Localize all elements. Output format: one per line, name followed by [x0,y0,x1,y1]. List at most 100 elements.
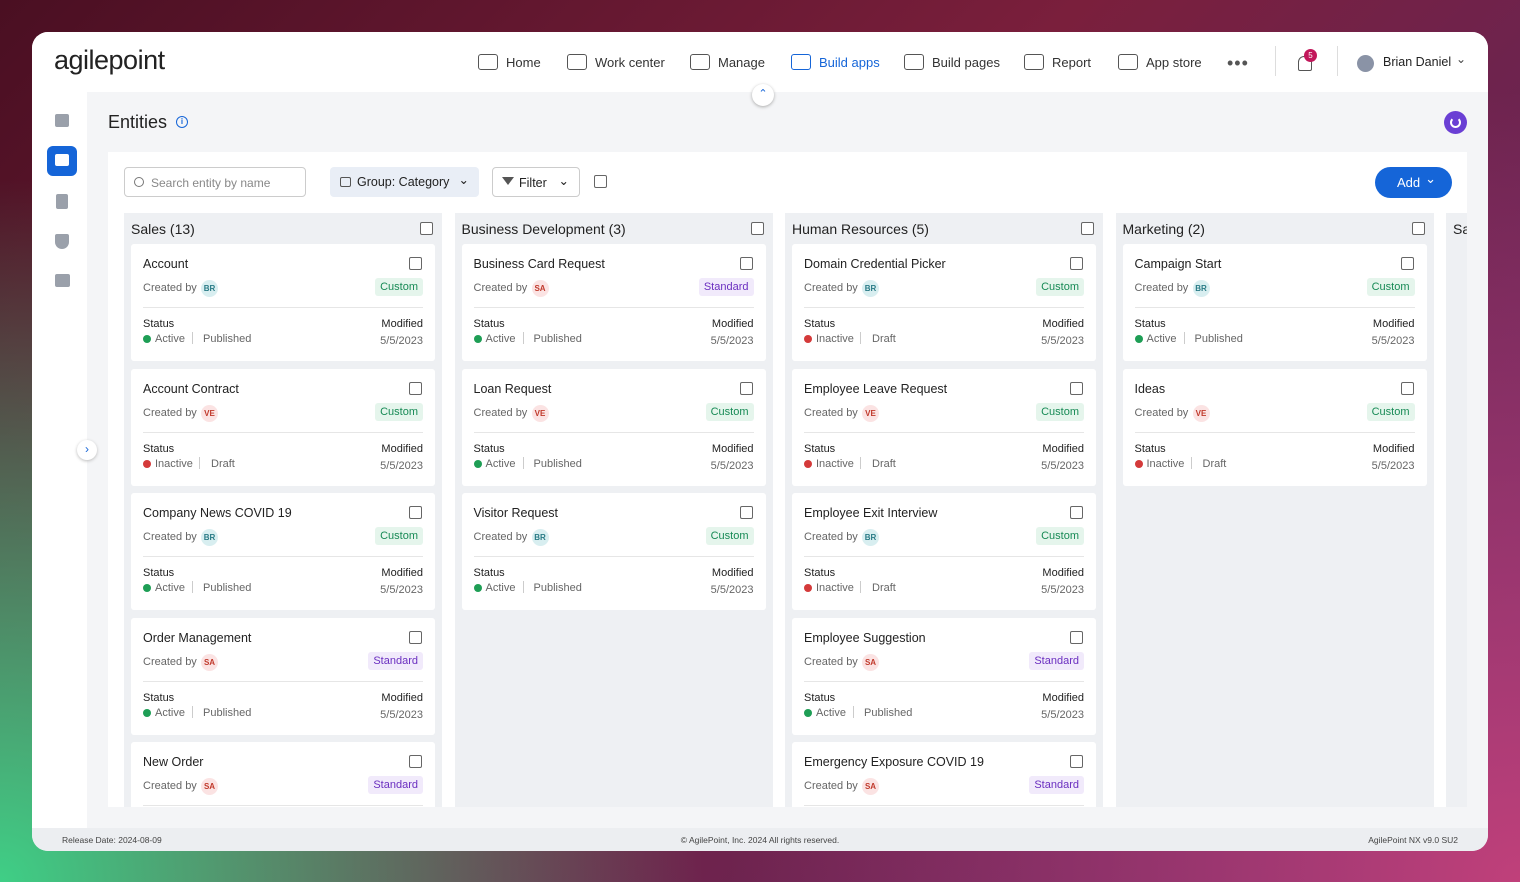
entity-card[interactable]: Account Contract Created by VE Custom Status… [131,368,435,486]
status-dot [804,708,812,717]
created-by-label: Created by [804,780,858,792]
entity-card[interactable]: Order Management Created by SA Standard Stat… [131,617,435,735]
card-checkbox[interactable] [1070,381,1083,395]
column: Sales (13) Account Created by BR Custom Statu… [124,213,442,807]
card-checkbox[interactable] [739,381,753,395]
card-checkbox[interactable] [739,506,753,519]
nav-security[interactable] [47,226,77,256]
publish-state: Draft [872,457,896,470]
entity-card[interactable]: Account Created by BR Custom Status Active Pub… [131,244,435,361]
nav-item[interactable]: Build pages [904,54,1000,70]
divider [522,456,524,469]
entity-card[interactable]: Domain Credential Picker Created by BR Cust… [792,244,1096,361]
entity-card[interactable]: New Order Created by SA Standard [131,742,435,807]
collapse-button[interactable]: ⌃ [752,84,774,106]
created-by-label: Created by [804,655,858,668]
expand-sidebar[interactable]: › [77,440,97,460]
column-checkbox[interactable] [1411,222,1425,235]
modified-label: Modified [381,318,423,330]
card-checkbox[interactable] [409,755,422,768]
modified-date: 5/5/2023 [380,708,423,721]
card-checkbox[interactable] [1070,630,1083,644]
entity-name: Business Card Request [473,257,605,271]
status-dot [473,459,482,468]
entity-card[interactable]: Loan Request Created by VE Custom Status Acti… [461,368,766,486]
nav-hierarchy[interactable] [47,266,77,296]
info-icon[interactable]: i [176,116,188,128]
created-by-label: Created by [143,406,197,419]
nav-label: Report [1052,54,1092,70]
release-date: Release Date: 2024-08-09 [62,835,162,845]
entity-card[interactable]: Visitor Request Created by BR Custom Status A… [461,493,766,610]
group-dropdown[interactable]: Group: Category ⌄ [330,167,479,197]
select-all-checkbox[interactable] [594,175,607,188]
card-checkbox[interactable] [409,257,422,270]
card-checkbox[interactable] [1400,257,1414,270]
card-checkbox[interactable] [1070,257,1083,270]
column-checkbox[interactable] [1081,222,1094,235]
separator [143,431,423,433]
entity-card[interactable]: Campaign Start Created by BR Custom Status Ac… [1122,244,1427,361]
status-dot [143,459,151,468]
modified-date: 5/5/2023 [380,335,423,347]
nav-icon [1024,54,1044,70]
card-checkbox[interactable] [739,257,753,270]
kind-badge: Custom [705,402,754,421]
entity-card[interactable]: Company News COVID 19 Created by BR Custom S… [131,493,435,610]
page-title: Entities [108,112,168,132]
nav-home[interactable] [47,106,77,136]
entity-name: Order Management [143,630,252,645]
kind-badge: Custom [705,527,754,545]
nav-item[interactable]: Work center [567,54,665,70]
status-label: Status [473,318,505,330]
modified-date: 5/5/2023 [1041,335,1084,347]
creator-avatar: BR [1192,280,1210,297]
entity-card[interactable]: Employee Exit Interview Created by BR Custo… [792,493,1096,610]
nav-item[interactable]: Home [478,54,541,70]
creator-avatar: BR [531,529,549,546]
nav-item[interactable]: Manage [690,54,765,70]
nav-apps[interactable] [47,146,77,176]
status-label: Status [804,442,836,455]
card-checkbox[interactable] [1070,755,1083,768]
user-caret[interactable]: ⌄ [1456,52,1467,66]
status-label: Status [143,691,175,704]
card-checkbox[interactable] [1070,506,1083,519]
column-checkbox[interactable] [750,222,764,235]
card-checkbox[interactable] [409,630,422,644]
separator [804,307,1084,308]
entity-card[interactable]: Emergency Exposure COVID 19 Created by SA S… [792,742,1096,807]
modified-date: 5/5/2023 [710,459,754,472]
column-checkbox[interactable] [420,222,433,235]
user-name[interactable]: Brian Daniel [1383,55,1452,69]
column-title: Sa [1453,221,1467,237]
notification-badge: 5 [1304,49,1317,62]
entity-card[interactable]: Employee Leave Request Created by VE Custom… [792,368,1096,486]
publish-state: Published [533,333,582,345]
entity-card[interactable]: Business Card Request Created by SA Standar… [461,244,766,361]
divider [192,705,193,718]
card-checkbox[interactable] [409,381,422,395]
entity-card[interactable]: Ideas Created by VE Custom Status Inactive Dra… [1122,368,1427,486]
add-button[interactable]: Add ⌄ [1375,167,1452,198]
nav-item[interactable]: App store [1118,54,1202,70]
modified-label: Modified [1042,567,1084,579]
entity-name: Visitor Request [473,506,559,520]
entity-card[interactable]: Employee Suggestion Created by SA Standard S… [792,617,1096,735]
status-text: Active [1146,333,1177,345]
publish-state: Published [203,582,252,594]
nav-docs[interactable] [47,186,77,216]
modified-label: Modified [1372,318,1415,330]
publish-state: Published [203,706,252,719]
card-checkbox[interactable] [1400,381,1414,395]
card-checkbox[interactable] [409,506,422,519]
nav-item[interactable]: Report [1024,54,1091,70]
refresh-button[interactable] [1444,111,1467,134]
search-input[interactable]: Search entity by name [124,167,306,197]
status-value: Inactive [804,582,854,594]
filter-dropdown[interactable]: Filter ⌄ [492,167,580,197]
nav-item[interactable]: Build apps [791,54,880,70]
logo[interactable]: agilepoint [54,45,165,75]
more-menu[interactable]: ••• [1227,53,1249,73]
